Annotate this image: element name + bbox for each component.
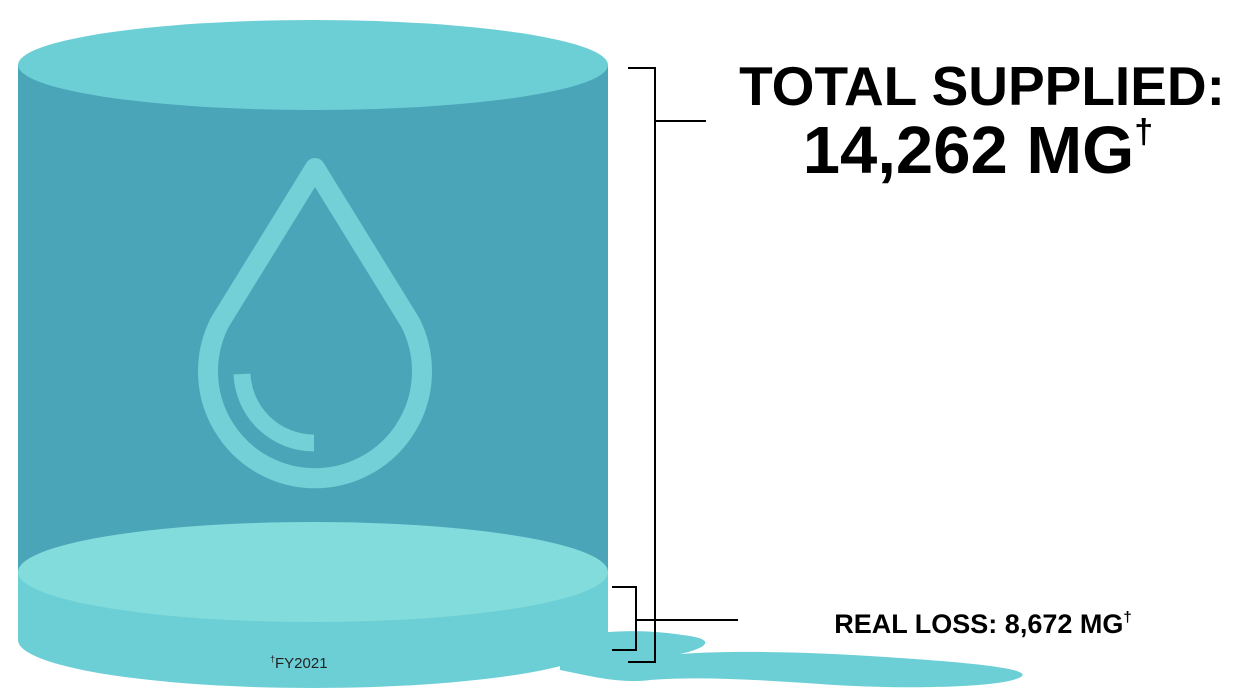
- cylinder-top: [18, 20, 608, 110]
- dagger: †: [270, 654, 275, 664]
- loss-text: REAL LOSS: 8,672 MG: [834, 609, 1123, 639]
- total-value-text: 14,262 MG: [803, 113, 1134, 188]
- total-label-text: TOTAL SUPPLIED:: [739, 55, 1225, 117]
- total-label: TOTAL SUPPLIED:: [739, 55, 1225, 117]
- puddle: [560, 631, 1023, 688]
- total-value: 14,262 MG†: [803, 113, 1153, 188]
- footnote-text: FY2021: [275, 655, 328, 672]
- footnote: †FY2021: [270, 654, 328, 672]
- dagger: †: [1123, 609, 1131, 626]
- drop-highlight: [233, 373, 315, 452]
- cylinder-body: [18, 65, 608, 572]
- water-surface: [18, 522, 608, 622]
- bracket-loss: [612, 586, 637, 651]
- bracket-total: [628, 67, 656, 663]
- loss-label: REAL LOSS: 8,672 MG†: [834, 609, 1131, 639]
- dagger: †: [1134, 113, 1153, 151]
- drop-icon: [198, 158, 432, 489]
